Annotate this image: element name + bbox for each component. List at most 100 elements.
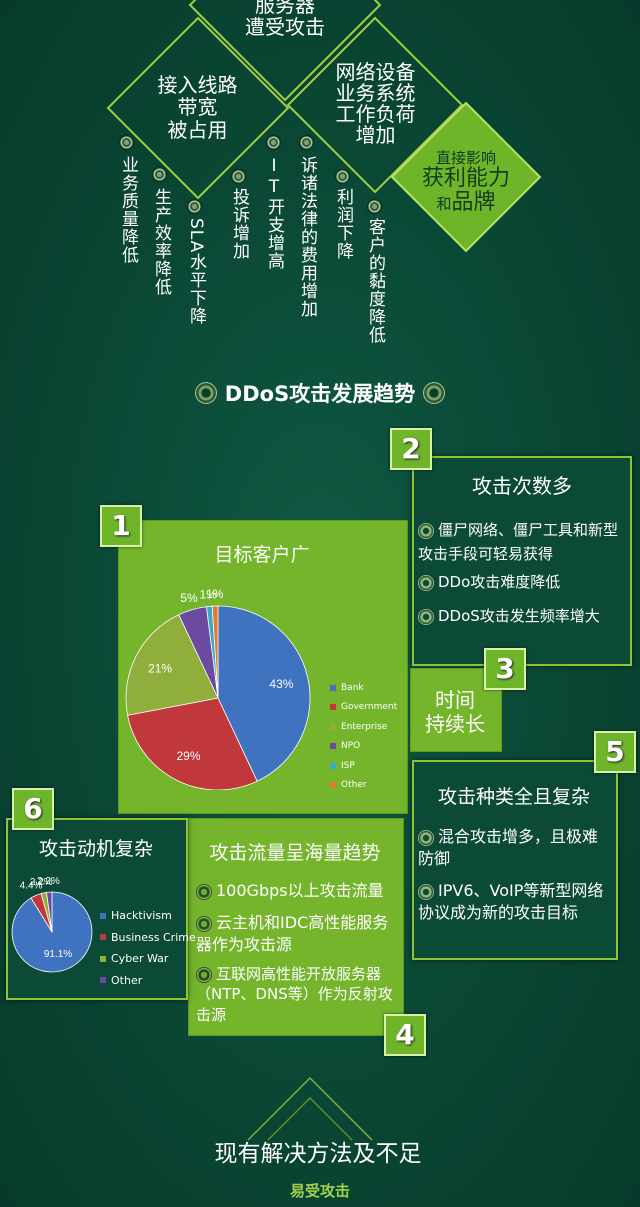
- legend-swatch: [100, 977, 106, 984]
- bullet-icon: [196, 915, 212, 932]
- box2-title: 攻击次数多: [472, 474, 572, 498]
- box2-item-text: DDoS攻击发生频率增大: [438, 607, 600, 625]
- bullet-icon: [153, 168, 166, 181]
- pie2-legend: Hacktivism Business Crime Cyber War Other: [100, 905, 196, 991]
- pie-label: 2.2%: [37, 876, 60, 887]
- pie-label: 91.1%: [44, 949, 72, 960]
- box4-title: 攻击流量呈海量趋势: [209, 842, 381, 864]
- legend-item: Bank: [330, 678, 397, 698]
- diamond-left-line3: 被占用: [167, 117, 228, 142]
- bottom-diamond: [247, 1076, 373, 1141]
- bullet-icon: [368, 200, 381, 213]
- pie-slice-other: [211, 605, 219, 699]
- legend-item: Business Crime: [100, 927, 196, 949]
- legend-item: Hacktivism: [100, 905, 196, 927]
- legend-item: Enterprise: [330, 717, 397, 737]
- impact-item: 业务质量降低: [118, 156, 138, 264]
- box5-title: 攻击种类全且复杂: [437, 786, 590, 808]
- box4-panel: [188, 818, 404, 1036]
- trend-title-row: DDoS攻击发展趋势: [170, 378, 470, 408]
- legend-item: Cyber War: [100, 948, 196, 970]
- pie-label: 1%: [206, 587, 224, 601]
- bottom-title: 现有解决方法及不足: [214, 1141, 422, 1167]
- bullet-icon: [120, 136, 133, 149]
- impact-item: 投诉增加: [229, 188, 249, 260]
- box5-item-text: 混合攻击增多，且极难防御: [418, 827, 599, 868]
- legend-label: ISP: [341, 760, 355, 771]
- impact-item: 诉诸法律的费用增加: [297, 156, 317, 318]
- bullet-icon: [418, 574, 434, 591]
- legend-item: ISP: [330, 756, 397, 776]
- bottom-sub: 易受攻击: [289, 1182, 350, 1200]
- legend-swatch: [330, 723, 336, 730]
- pie-label: 1%: [200, 587, 218, 601]
- impact-item: 生产效率降低: [151, 188, 171, 296]
- bullet-icon: [196, 883, 212, 900]
- box3-title-line2: 持续长: [425, 712, 485, 736]
- impact-item: IT开支增高: [264, 156, 284, 270]
- box4-item-text: 互联网高性能开放服务器（NTP、DNS等）作为反射攻击源: [196, 965, 393, 1024]
- pie-slice-government: [127, 697, 258, 790]
- impact-item: SLA水平下降: [186, 218, 206, 326]
- diamond-left-line1: 接入线路: [157, 73, 238, 97]
- box1-number: 1: [100, 505, 142, 547]
- box2-item: DDo攻击难度降低: [418, 572, 632, 592]
- legend-item: Other: [100, 970, 196, 992]
- legend-swatch: [330, 762, 336, 769]
- pie-chart-customers: 43%29%21%5% 1%1%: [125, 587, 311, 790]
- bullet-icon: [418, 883, 434, 900]
- legend-label: Hacktivism: [111, 909, 172, 923]
- impact-item: 客户的黏度降低: [365, 218, 385, 344]
- legend-item: Government: [330, 698, 397, 718]
- diamond-top-line1: 服务器: [255, 0, 315, 17]
- bullet-icon: [300, 136, 313, 149]
- legend-label: Government: [341, 702, 398, 713]
- box3-number: 3: [484, 648, 526, 690]
- box2-item: 僵尸网络、僵尸工具和新型攻击手段可轻易获得: [418, 518, 632, 566]
- box6-panel: [6, 818, 188, 1000]
- bullet-icon: [188, 200, 201, 213]
- diamond-left-text: 接入线路 带宽 被占用: [140, 73, 255, 142]
- box3-title: 时间 持续长: [410, 688, 500, 736]
- box3-title-line1: 时间: [435, 688, 475, 712]
- diamond-right-text: 网络设备 业务系统 工作负荷 增加: [318, 62, 433, 146]
- diamond-right: [286, 16, 464, 194]
- legend-swatch: [330, 684, 336, 691]
- pie-label: 43%: [269, 677, 293, 691]
- impact-item: 利润下降: [333, 188, 353, 260]
- diamond-right-line4: 增加: [355, 123, 396, 147]
- legend-swatch: [330, 743, 336, 750]
- gear-icon: [423, 382, 446, 404]
- impact-line3: 和品牌: [408, 191, 524, 216]
- legend-swatch: [100, 955, 106, 962]
- pie-label: 4.4%: [20, 880, 43, 891]
- legend-label: Cyber War: [111, 952, 169, 966]
- box4-item: 云主机和IDC高性能服务器作为攻击源: [196, 912, 400, 955]
- pie-label: 29%: [176, 749, 200, 763]
- pie-slice-bank: [217, 605, 311, 782]
- box6-number: 6: [12, 788, 54, 830]
- legend-label: NPO: [341, 741, 361, 752]
- bullet-icon: [418, 829, 434, 846]
- legend-item: Other: [330, 776, 397, 796]
- pie-label: 21%: [148, 661, 172, 675]
- diamond-right-line2: 业务系统: [335, 81, 416, 105]
- legend-label: Enterprise: [341, 721, 388, 732]
- diamond-impact-text: 直接影响 获利能力 和品牌: [408, 150, 524, 216]
- impact-line1: 直接影响: [435, 149, 496, 167]
- diamond-impact: [390, 101, 542, 253]
- bullet-icon: [267, 136, 280, 149]
- diamond-top-text: 服务器 遭受攻击: [230, 0, 340, 39]
- diamond-left: [106, 16, 290, 200]
- box5-item: 混合攻击增多，且极难防御: [418, 826, 612, 869]
- impact-line3-big: 品牌: [451, 190, 496, 216]
- box5-number: 5: [594, 731, 636, 773]
- diamond-right-line3: 工作负荷: [335, 102, 416, 126]
- legend-label: Other: [111, 973, 143, 987]
- box5-item: IPV6、VoIP等新型网络协议成为新的攻击目标: [418, 880, 612, 923]
- bullet-icon: [232, 170, 245, 183]
- box2-item: DDoS攻击发生频率增大: [418, 606, 632, 626]
- pie-label: 2.2%: [30, 877, 53, 888]
- box2-item-text: 僵尸网络、僵尸工具和新型攻击手段可轻易获得: [418, 521, 619, 563]
- legend-label: Business Crime: [111, 930, 196, 944]
